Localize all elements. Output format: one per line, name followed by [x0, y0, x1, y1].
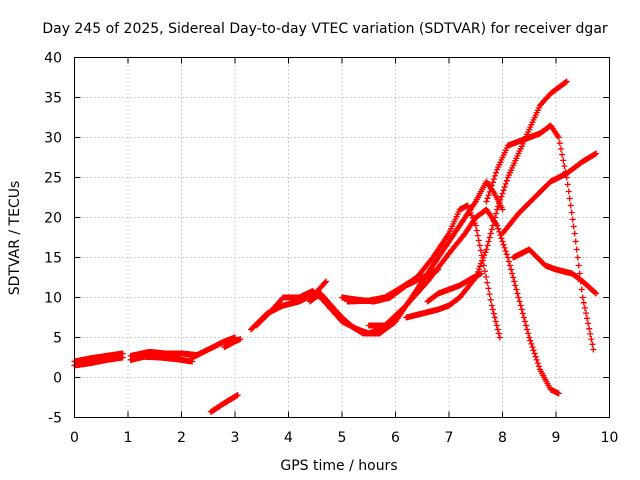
grid-lines: [74, 57, 610, 418]
data-point-markers: [127, 348, 201, 359]
y-axis-label: SDTVAR / TECUs: [7, 181, 23, 296]
data-point-markers: [365, 206, 562, 397]
x-tick-label: 2: [177, 430, 186, 446]
chart-title: Day 245 of 2025, Sidereal Day-to-day VTE…: [42, 21, 608, 37]
y-tick-label: 20: [44, 211, 62, 227]
x-tick-label: 9: [552, 430, 561, 446]
x-tick-label: 10: [601, 430, 619, 446]
data-point-markers: [127, 353, 196, 365]
data-point-markers: [221, 336, 244, 351]
x-tick-label: 6: [391, 430, 400, 446]
plot-frame: [74, 57, 610, 418]
series-track-4: [127, 348, 201, 359]
series-track-18: [510, 246, 600, 297]
x-axis-label: GPS time / hours: [280, 458, 397, 474]
data-point-markers: [424, 270, 485, 305]
series-track-7: [207, 392, 241, 415]
x-tick-label: 1: [124, 430, 133, 446]
data-point-markers: [207, 392, 241, 415]
x-tick-label: 8: [498, 430, 507, 446]
y-tick-label: 10: [44, 291, 62, 307]
data-point-markers: [499, 150, 600, 237]
series-track-10: [306, 178, 506, 337]
y-tick-label: 35: [44, 91, 62, 107]
x-tick-label: 4: [284, 430, 293, 446]
y-tick-labels: -5 0 5 10 15 20 25 30 35 40: [44, 51, 62, 427]
y-tick-label: 0: [53, 371, 62, 387]
data-point-markers: [306, 178, 506, 337]
y-tick-label: -5: [48, 411, 62, 427]
series-track-6: [221, 336, 244, 351]
data-point-markers: [189, 334, 239, 361]
data-point-markers: [510, 246, 600, 297]
series-track-11: [365, 206, 562, 397]
y-tick-label: 25: [44, 171, 62, 187]
y-tick-label: 15: [44, 251, 62, 267]
series-track-13: [344, 202, 503, 341]
series-track-14: [403, 78, 570, 321]
series-track-16: [483, 122, 597, 353]
y-tick-label: 30: [44, 131, 62, 147]
series-track-17: [499, 150, 600, 237]
series-track-3: [127, 353, 196, 365]
data-point-markers: [344, 202, 503, 341]
data-point-markers: [483, 122, 597, 353]
data-point-markers: [403, 78, 570, 321]
x-tick-label: 5: [338, 430, 347, 446]
data-points: [71, 78, 600, 415]
x-tick-label: 7: [445, 430, 454, 446]
x-tick-labels: 0 1 2 3 4 5 6 7 8 9 10: [70, 430, 618, 446]
series-track-15: [424, 270, 485, 305]
series-track-5: [189, 334, 239, 361]
x-tick-label: 3: [231, 430, 240, 446]
x-tick-label: 0: [70, 430, 79, 446]
y-tick-label: 40: [44, 51, 62, 67]
y-tick-label: 5: [53, 331, 62, 347]
